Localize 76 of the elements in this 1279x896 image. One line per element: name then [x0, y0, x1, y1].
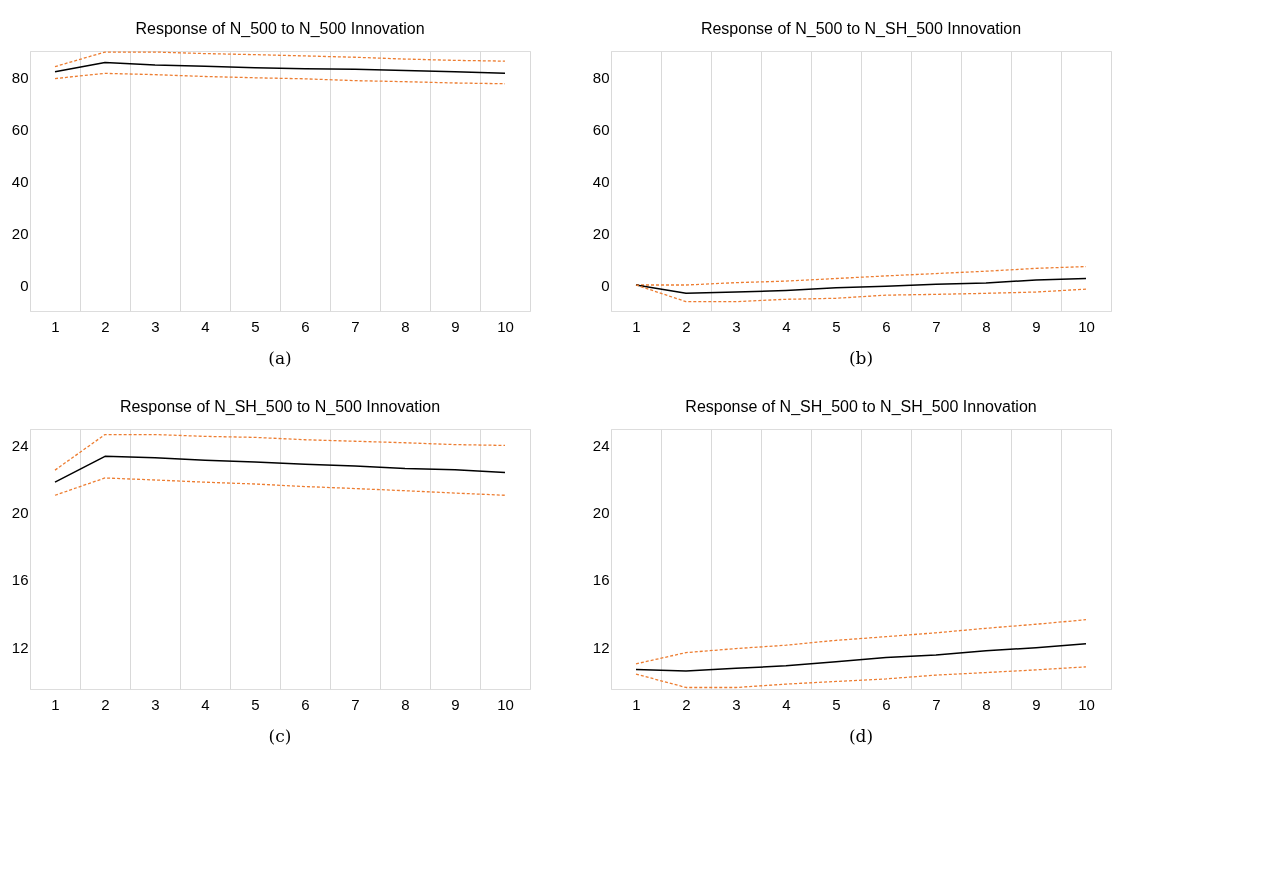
x-tick-label: 1 — [632, 317, 641, 335]
chart-title: Response of N_SH_500 to N_SH_500 Innovation — [685, 398, 1037, 416]
x-tick-label: 2 — [682, 695, 691, 713]
x-tick-label: 10 — [1078, 695, 1095, 713]
x-tick-label: 9 — [451, 695, 460, 713]
y-tick-label: 16 — [592, 571, 610, 589]
line-series — [54, 72, 506, 85]
x-tick-label: 4 — [201, 695, 210, 713]
x-tick-label: 2 — [682, 317, 691, 335]
y-tick-label: 60 — [11, 120, 29, 138]
line-series — [54, 477, 506, 496]
x-tick-label: 10 — [497, 317, 514, 335]
y-tick-label: 40 — [11, 172, 29, 190]
y-tick-label: 80 — [11, 68, 29, 86]
line-series — [54, 51, 506, 68]
chart-title: Response of N_500 to N_500 Innovation — [135, 20, 425, 38]
y-tick-label: 0 — [20, 276, 29, 294]
x-tick-label: 1 — [51, 695, 60, 713]
x-tick-label: 1 — [632, 695, 641, 713]
x-tick-label: 6 — [882, 317, 891, 335]
x-tick-label: 6 — [882, 695, 891, 713]
y-tick-label: 60 — [592, 120, 610, 138]
x-tick-label: 7 — [351, 317, 360, 335]
x-tick-label: 6 — [301, 317, 310, 335]
chart-title: Response of N_500 to N_SH_500 Innovation — [700, 20, 1022, 38]
chart-title: Response of N_SH_500 to N_500 Innovation — [119, 398, 441, 416]
y-tick-label: 24 — [592, 437, 610, 455]
x-tick-label: 9 — [451, 317, 460, 335]
line-series — [635, 642, 1087, 672]
x-tick-label: 1 — [51, 317, 60, 335]
y-tick-label: 12 — [592, 638, 610, 656]
x-tick-label: 7 — [932, 317, 941, 335]
y-tick-label: 24 — [11, 437, 29, 455]
line-series — [54, 61, 506, 75]
line-series — [54, 455, 506, 483]
line-series — [635, 277, 1087, 295]
text: (a) — [268, 348, 292, 368]
line-series — [635, 619, 1087, 665]
line-series — [635, 666, 1087, 689]
x-tick-label: 8 — [982, 317, 991, 335]
text: (d) — [848, 726, 874, 746]
x-tick-label: 4 — [782, 695, 791, 713]
x-tick-label: 3 — [732, 695, 741, 713]
x-tick-label: 8 — [401, 317, 410, 335]
x-tick-label: 5 — [832, 317, 841, 335]
x-tick-label: 9 — [1032, 317, 1041, 335]
text: (b) — [848, 348, 874, 368]
x-tick-label: 2 — [101, 317, 110, 335]
x-tick-label: 5 — [251, 317, 260, 335]
x-tick-label: 8 — [401, 695, 410, 713]
y-tick-label: 16 — [11, 571, 29, 589]
x-tick-label: 3 — [732, 317, 741, 335]
y-tick-label: 40 — [592, 172, 610, 190]
y-tick-label: 20 — [592, 224, 610, 242]
y-tick-label: 12 — [11, 638, 29, 656]
x-tick-label: 4 — [782, 317, 791, 335]
x-tick-label: 3 — [151, 695, 160, 713]
x-tick-label: 6 — [301, 695, 310, 713]
text: (c) — [268, 726, 292, 746]
y-tick-label: 80 — [592, 68, 610, 86]
x-tick-label: 9 — [1032, 695, 1041, 713]
x-tick-label: 3 — [151, 317, 160, 335]
y-tick-label: 0 — [601, 276, 610, 294]
x-tick-label: 10 — [497, 695, 514, 713]
y-tick-label: 20 — [11, 224, 29, 242]
y-tick-label: 20 — [592, 504, 610, 522]
x-tick-label: 5 — [832, 695, 841, 713]
y-tick-label: 20 — [11, 504, 29, 522]
x-tick-label: 8 — [982, 695, 991, 713]
x-tick-label: 7 — [351, 695, 360, 713]
x-tick-label: 2 — [101, 695, 110, 713]
x-tick-label: 4 — [201, 317, 210, 335]
x-tick-label: 5 — [251, 695, 260, 713]
x-tick-label: 10 — [1078, 317, 1095, 335]
line-series — [54, 433, 506, 471]
x-tick-label: 7 — [932, 695, 941, 713]
